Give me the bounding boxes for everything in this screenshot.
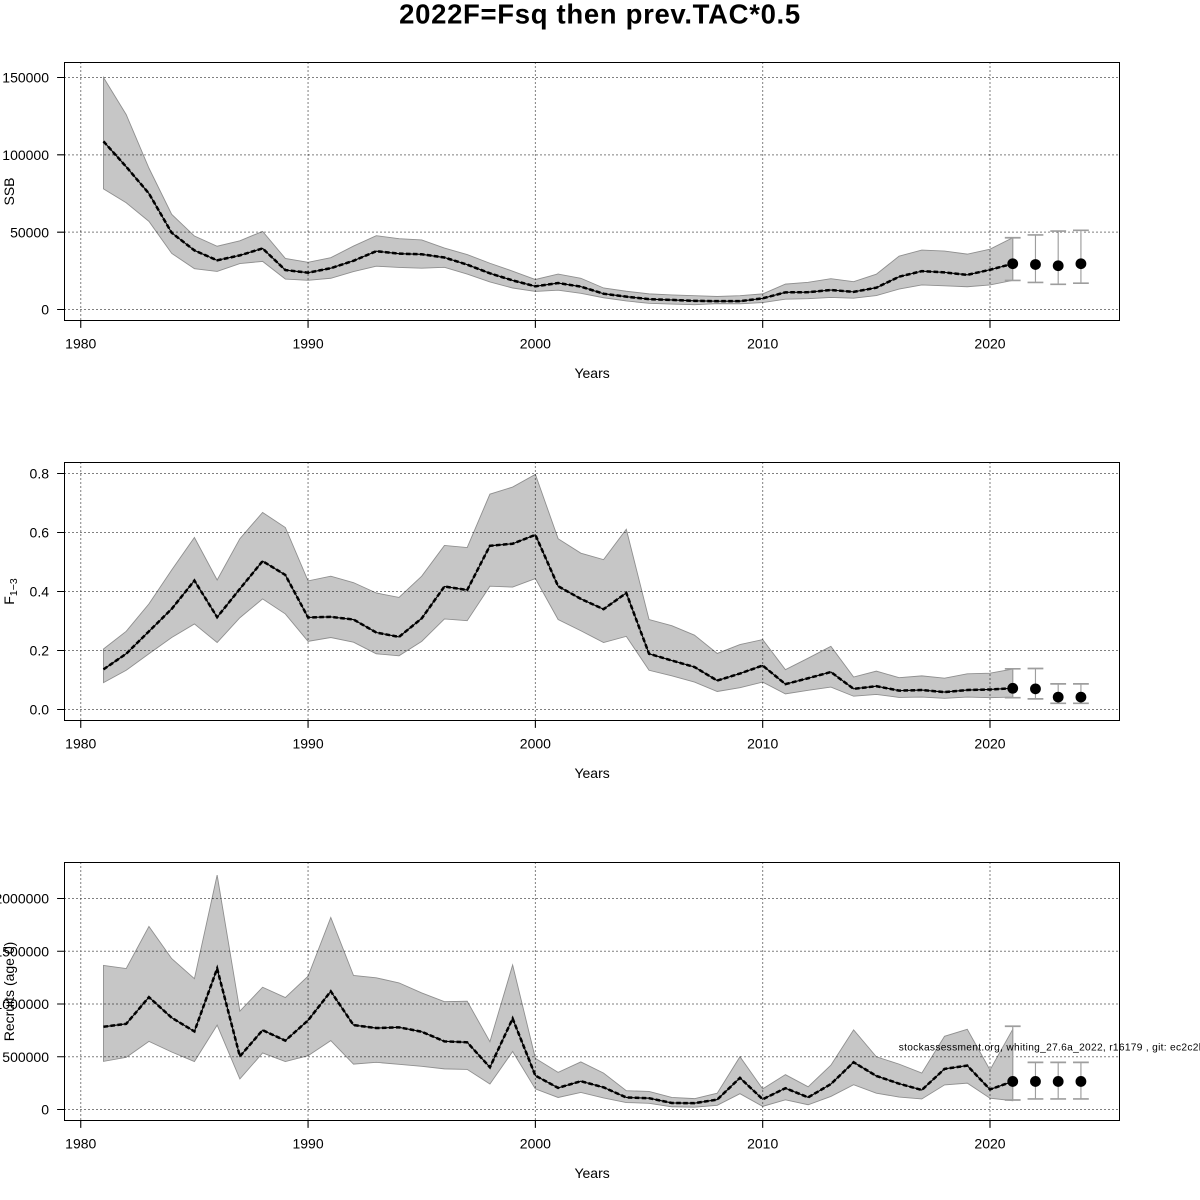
svg-text:0.6: 0.6 xyxy=(30,525,50,541)
svg-text:150000: 150000 xyxy=(2,70,49,86)
svg-text:2000000: 2000000 xyxy=(0,891,49,907)
svg-text:1980: 1980 xyxy=(65,1136,96,1152)
svg-text:2020: 2020 xyxy=(974,336,1005,352)
svg-text:stockassessment.org, whiting_2: stockassessment.org, whiting_27.6a_2022,… xyxy=(899,1043,1200,1054)
svg-text:0.8: 0.8 xyxy=(30,466,50,482)
svg-text:Recruits (age 0): Recruits (age 0) xyxy=(1,942,17,1042)
svg-text:Years: Years xyxy=(574,1165,609,1181)
svg-text:2022F=Fsq then prev.TAC*0.5: 2022F=Fsq then prev.TAC*0.5 xyxy=(399,0,801,29)
svg-text:0: 0 xyxy=(41,302,49,318)
svg-text:2000: 2000 xyxy=(520,1136,551,1152)
svg-text:2010: 2010 xyxy=(747,1136,778,1152)
svg-text:0: 0 xyxy=(41,1102,49,1118)
svg-text:0.2: 0.2 xyxy=(30,643,50,659)
svg-text:Years: Years xyxy=(574,765,609,781)
svg-text:100000: 100000 xyxy=(2,147,49,163)
svg-text:0.0: 0.0 xyxy=(30,702,50,718)
svg-text:2020: 2020 xyxy=(974,1136,1005,1152)
svg-text:1500000: 1500000 xyxy=(0,943,49,959)
svg-text:500000: 500000 xyxy=(2,1049,49,1065)
svg-text:2010: 2010 xyxy=(747,336,778,352)
svg-text:2000: 2000 xyxy=(520,736,551,752)
svg-text:1990: 1990 xyxy=(292,1136,323,1152)
svg-text:1980: 1980 xyxy=(65,736,96,752)
svg-text:Years: Years xyxy=(574,365,609,381)
svg-text:1000000: 1000000 xyxy=(0,996,49,1012)
svg-text:1990: 1990 xyxy=(292,336,323,352)
svg-text:1980: 1980 xyxy=(65,336,96,352)
svg-text:SSB: SSB xyxy=(1,177,17,205)
svg-text:1990: 1990 xyxy=(292,736,323,752)
svg-text:50000: 50000 xyxy=(10,224,49,240)
svg-text:2020: 2020 xyxy=(974,736,1005,752)
svg-text:0.4: 0.4 xyxy=(30,584,50,600)
svg-text:2000: 2000 xyxy=(520,336,551,352)
svg-text:2010: 2010 xyxy=(747,736,778,752)
